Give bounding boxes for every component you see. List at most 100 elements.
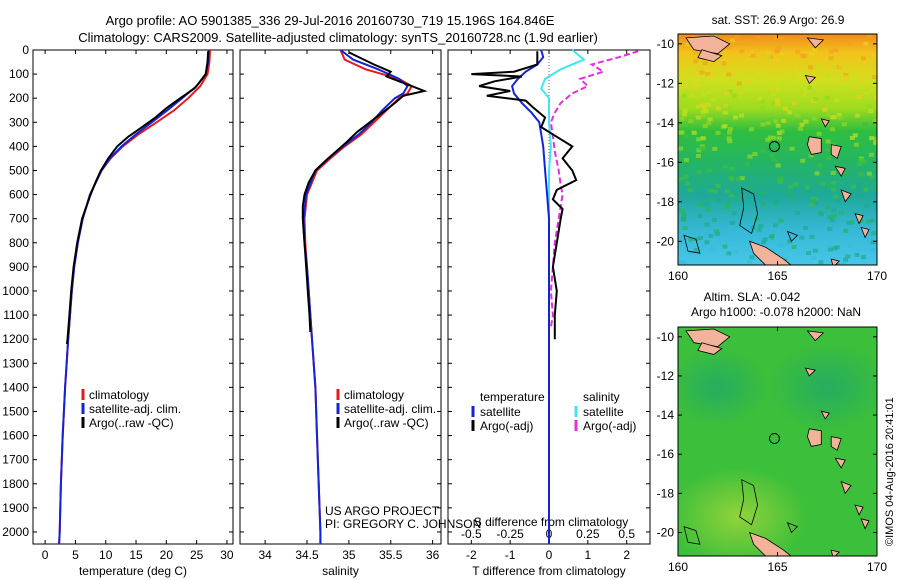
sst-pixel	[831, 213, 837, 218]
sst-pixel	[744, 162, 750, 167]
sst-pixel	[850, 185, 856, 190]
depth-tick-label: 1800	[2, 477, 29, 491]
sst-pixel	[854, 113, 860, 118]
sst-pixel	[815, 64, 821, 69]
sst-pixel	[816, 131, 822, 136]
legend-entry: climatology	[89, 388, 149, 402]
sst-pixel	[693, 248, 699, 252]
plot-frame	[239, 49, 442, 545]
sst-pixel	[688, 119, 694, 124]
sst-pixel	[811, 116, 817, 121]
sst-pixel	[808, 51, 814, 56]
sst-pixel	[822, 57, 828, 62]
sst-pixel	[831, 180, 837, 185]
reef-outline	[683, 234, 701, 254]
depth-tick-label: 2000	[2, 525, 29, 539]
legend-entry: satellite-adj. clim.	[344, 402, 436, 416]
map-y-tick-label: -18	[657, 486, 675, 500]
sst-pixel	[688, 250, 693, 255]
island	[806, 330, 825, 342]
sst-pixel	[678, 86, 684, 91]
sst-pixel	[759, 99, 765, 104]
sst-pixel	[683, 174, 689, 179]
sst-pixel	[771, 62, 777, 67]
island	[834, 457, 846, 469]
depth-tick-label: 900	[9, 260, 29, 274]
depth-tick-label: 1000	[2, 284, 29, 298]
sst-pixel	[708, 233, 714, 238]
sst-pixel	[711, 97, 717, 102]
sst-pixel	[781, 118, 787, 123]
sst-pixel	[829, 168, 834, 173]
x-tick-label: 25	[190, 548, 204, 562]
sst-pixel	[743, 40, 749, 45]
island	[860, 226, 870, 239]
sst-pixel	[834, 198, 840, 203]
sst-pixel	[831, 208, 837, 213]
argo-float-marker	[768, 140, 780, 152]
sst-pixel	[843, 257, 848, 262]
island	[804, 74, 817, 85]
sst-pixel	[806, 250, 811, 255]
sst-pixel	[863, 181, 869, 186]
sst-pixel	[822, 107, 828, 112]
header-title-line2: Climatology: CARS2009. Satellite-adjuste…	[78, 30, 598, 45]
series-line	[511, 49, 550, 544]
reef-outline	[739, 187, 759, 235]
x-tick-label: 2	[623, 548, 630, 562]
sst-pixel	[828, 39, 834, 44]
sst-pixel	[807, 85, 813, 90]
sst-pixel	[860, 56, 866, 61]
sst-pixel	[732, 93, 737, 98]
reef-outline	[683, 525, 701, 545]
sst-pixel	[836, 112, 842, 117]
island	[697, 49, 723, 63]
x-tick-label: 10	[99, 548, 113, 562]
sst-pixel	[812, 72, 818, 77]
sst-pixel	[805, 174, 811, 179]
sst-pixel	[849, 135, 855, 140]
sst-pixel	[702, 61, 708, 66]
sst-pixel	[849, 220, 855, 225]
legend-entry: satellite	[583, 405, 624, 419]
sst-pixel	[695, 115, 701, 120]
sst-pixel	[870, 248, 876, 253]
sst-pixel	[729, 220, 735, 225]
sst-pixel	[696, 137, 702, 142]
sla-map: 160 165 170 -10 -12 -14 -16 -18 -20 Altim. SLA: -…	[657, 290, 888, 574]
x-tick-label: 20	[160, 548, 174, 562]
sst-pixel	[818, 260, 824, 265]
sst-pixel	[721, 61, 727, 66]
sst-pixel	[858, 158, 864, 162]
sst-pixel	[837, 160, 843, 165]
island	[830, 144, 842, 160]
sst-pixel	[683, 158, 689, 162]
sst-pixel	[789, 146, 795, 151]
sst-pixel	[825, 155, 831, 160]
map-field	[678, 34, 877, 265]
sst-pixel	[779, 129, 785, 134]
sst-pixel	[715, 231, 721, 236]
x-tick-label: 15	[129, 548, 143, 562]
credits-pi: PI: GREGORY C. JOHNSON	[325, 517, 481, 531]
sst-pixel	[761, 240, 766, 245]
map-x-tick-label: 160	[668, 560, 688, 574]
sst-pixel	[699, 195, 705, 200]
sst-pixel	[837, 115, 843, 120]
series-line	[65, 51, 210, 345]
sst-pixel	[778, 176, 784, 181]
map-title: sat. SST: 26.9 Argo: 26.9	[712, 13, 845, 27]
sst-pixel	[866, 171, 872, 176]
sst-pixel	[775, 87, 781, 92]
sst-pixel	[774, 36, 779, 41]
sst-pixel	[706, 68, 712, 72]
sst-pixel	[853, 142, 859, 147]
sst-pixel	[685, 181, 691, 186]
map-x-tick-label: 165	[767, 560, 787, 574]
sst-pixel	[872, 118, 877, 123]
sst-pixel	[801, 92, 807, 97]
depth-tick-label: 500	[9, 163, 29, 177]
sst-pixel	[776, 46, 782, 50]
reef-outline	[739, 479, 759, 526]
sst-pixel	[726, 62, 732, 67]
